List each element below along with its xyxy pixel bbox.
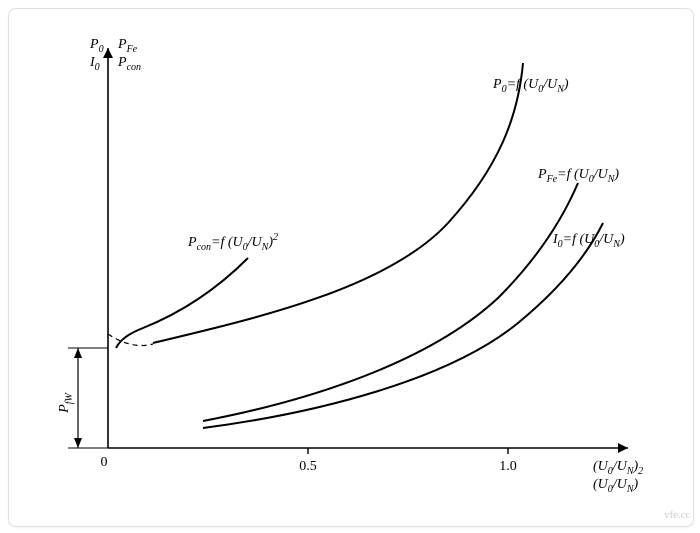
y-label-Pcon: Pcon (117, 55, 141, 73)
curve-pfe (203, 183, 578, 421)
x-tick-05-label: 0.5 (299, 459, 317, 474)
x-axis-label-line2: (U0/UN) (593, 477, 638, 495)
label-p0: P0=f (U0/UN) (492, 77, 569, 95)
pfw-arrow-down (74, 438, 82, 448)
y-label-I0: I0 (89, 55, 100, 73)
curve-p0 (153, 63, 523, 343)
curve-pcon-dash (108, 334, 153, 346)
pfw-label: PfW (57, 391, 75, 413)
chart-svg: 0.5 1.0 0 (U0/UN)2 (U0/UN) P0 I0 PFe Pco… (8, 8, 692, 525)
watermark: vfe.cc (664, 509, 691, 521)
x-tick-10-label: 1.0 (499, 459, 517, 474)
label-pcon: Pcon=f (U0/UN)2 (187, 232, 278, 253)
curve-i0 (203, 223, 603, 428)
y-label-PFe: PFe (117, 37, 138, 55)
origin-label: 0 (101, 455, 108, 470)
x-axis-label-line1: (U0/UN)2 (593, 459, 643, 477)
y-axis-arrow (103, 48, 113, 58)
y-label-P0: P0 (89, 37, 104, 55)
pfw-arrow-up (74, 348, 82, 358)
x-axis-arrow (618, 443, 628, 453)
curve-pcon (116, 258, 248, 348)
label-pfe: PFe=f (U0/UN) (537, 167, 619, 185)
